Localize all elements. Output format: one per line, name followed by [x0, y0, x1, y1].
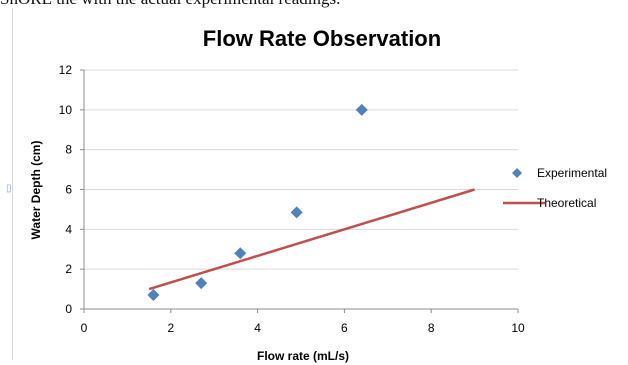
y-tick-label: 2	[65, 262, 72, 276]
legend-label-experimental: Experimental	[537, 166, 607, 180]
tick-labels: 0 2 4 6 8 10 12 0 2 4 6 8 10	[59, 63, 525, 335]
y-axis-title: Water Depth (cm)	[29, 141, 43, 240]
document-text-line: ShORE the with the actual experimental r…	[0, 0, 628, 9]
data-point-experimental	[355, 103, 368, 116]
x-tick-label: 10	[511, 321, 525, 335]
y-tick-label: 0	[65, 302, 72, 316]
legend-marker-swatch	[512, 168, 522, 178]
data-point-experimental	[290, 206, 303, 219]
chart-title: Flow Rate Observation	[203, 26, 441, 51]
series-line-theoretical	[148, 188, 475, 291]
plot-series	[147, 103, 475, 302]
x-tick-label: 0	[81, 321, 88, 335]
x-tick-label: 4	[254, 321, 261, 335]
axes	[80, 69, 519, 313]
x-tick-label: 2	[167, 321, 174, 335]
y-tick-label: 8	[65, 143, 72, 157]
x-tick-label: 6	[341, 321, 348, 335]
legend: Experimental Theoretical	[503, 166, 607, 210]
legend-label-theoretical: Theoretical	[537, 196, 596, 210]
data-point-experimental	[195, 277, 208, 290]
x-axis-title: Flow rate (mL/s)	[257, 349, 349, 363]
data-point-experimental	[147, 289, 160, 302]
x-tick-label: 8	[428, 321, 435, 335]
y-tick-label: 4	[65, 222, 72, 236]
data-point-experimental	[234, 247, 247, 260]
y-tick-label: 6	[65, 183, 72, 197]
y-tick-label: 10	[59, 103, 73, 117]
y-tick-label: 12	[59, 63, 73, 77]
grid-lines	[84, 69, 518, 270]
document-margin-line	[12, 8, 13, 360]
text-cursor-icon: ▯	[6, 183, 12, 194]
